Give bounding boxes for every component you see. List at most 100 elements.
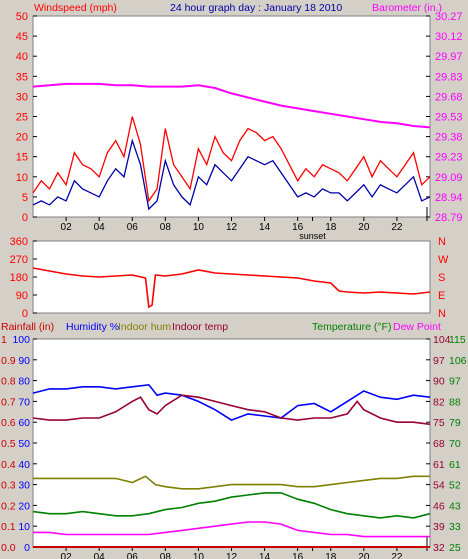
temp-plot-area bbox=[32, 338, 431, 548]
barometer-line bbox=[32, 82, 431, 129]
rainfall-tick-label: 1 bbox=[1, 334, 7, 346]
wind-speed-line bbox=[32, 138, 431, 211]
windspeed-tick-label: 15 bbox=[16, 152, 28, 164]
temp-scale-b-tick-label: 61 bbox=[449, 459, 461, 471]
humidity-tick-label: 80 bbox=[18, 376, 30, 388]
temp-scale-b-tick-label: 115 bbox=[449, 334, 466, 346]
wind-x-tick-label: 06 bbox=[127, 222, 139, 233]
wind-x-tick-label: 12 bbox=[226, 222, 238, 233]
windspeed-tick-label: 50 bbox=[16, 11, 28, 23]
temp-x-tick-label: 12 bbox=[226, 552, 238, 559]
temp-scale-b-tick-label: 79 bbox=[449, 417, 461, 429]
indoor-hum-line bbox=[33, 475, 430, 490]
barometer-tick-label: 28.94 bbox=[435, 192, 463, 204]
temp-scale-a-tick-label: 61 bbox=[433, 459, 445, 471]
rainfall-tick-label: 0.1 bbox=[1, 521, 16, 533]
compass-tick-label: N bbox=[438, 308, 446, 320]
temp-scale-a-tick-label: 97 bbox=[433, 355, 445, 367]
rainfall-tick-label: 0.6 bbox=[1, 417, 16, 429]
barometer-tick-label: 29.23 bbox=[435, 152, 463, 164]
temp-x-tick-label: 06 bbox=[127, 552, 139, 559]
humidity-tick-label: 30 bbox=[18, 480, 30, 492]
temp-x-tick-label: 10 bbox=[193, 552, 205, 559]
barometer-tick-label: 29.53 bbox=[435, 112, 463, 124]
windspeed-tick-label: 35 bbox=[16, 71, 28, 83]
wind-x-tick-label: 16 bbox=[292, 222, 304, 233]
temp-scale-b-tick-label: 25 bbox=[449, 542, 461, 554]
temp-scale-b-tick-label: 106 bbox=[449, 355, 467, 367]
rainfall-axis-label: Rainfall (in) bbox=[1, 321, 54, 333]
temp-x-tick-label: 20 bbox=[358, 552, 370, 559]
temp-x-tick-label: 02 bbox=[61, 552, 73, 559]
barometer-tick-label: 30.27 bbox=[435, 11, 463, 23]
barometer-tick-label: 28.79 bbox=[435, 212, 463, 224]
windspeed-tick-label: 40 bbox=[16, 51, 28, 63]
windspeed-tick-label: 20 bbox=[16, 132, 28, 144]
compass-tick-label: W bbox=[438, 254, 449, 266]
temp-x-tick-label: 04 bbox=[94, 552, 106, 559]
wind-x-tick-label: 14 bbox=[259, 222, 271, 233]
temp-scale-a-tick-label: 54 bbox=[433, 480, 445, 492]
barometer-tick-label: 29.68 bbox=[435, 91, 463, 103]
temp-scale-b-tick-label: 88 bbox=[449, 396, 461, 408]
rainfall-tick-label: 0.4 bbox=[1, 459, 16, 471]
temp-scale-a-tick-label: 68 bbox=[433, 438, 445, 450]
direction-tick-label: 360 bbox=[10, 236, 28, 248]
temp-scale-b-tick-label: 43 bbox=[449, 500, 461, 512]
rainfall-tick-label: 0.0 bbox=[1, 542, 16, 554]
wind-x-tick-label: 18 bbox=[325, 222, 337, 233]
windspeed-tick-label: 25 bbox=[16, 112, 28, 124]
humidity-tick-label: 10 bbox=[18, 521, 30, 533]
windspeed-tick-label: 10 bbox=[16, 172, 28, 184]
humidity-tick-label: 0 bbox=[24, 542, 30, 554]
humidity-line bbox=[32, 383, 431, 421]
humidity-tick-label: 20 bbox=[18, 500, 30, 512]
wind-x-tick-label: 04 bbox=[94, 222, 106, 233]
indoor-hum-label: Indoor hum bbox=[118, 321, 171, 333]
barometer-tick-label: 29.38 bbox=[435, 132, 463, 144]
temp-scale-a-tick-label: 39 bbox=[433, 521, 445, 533]
wind-sunset-label: sunset bbox=[299, 231, 326, 241]
temp-scale-a-tick-label: 82 bbox=[433, 396, 445, 408]
compass-tick-label: E bbox=[438, 290, 445, 302]
temp-x-tick-label: 18 bbox=[325, 552, 337, 559]
temp-scale-a-tick-label: 90 bbox=[433, 376, 445, 388]
windspeed-tick-label: 5 bbox=[22, 192, 28, 204]
rainfall-tick-label: 0.2 bbox=[1, 500, 16, 512]
windspeed-tick-label: 45 bbox=[16, 31, 28, 43]
wind-direction-line bbox=[32, 267, 431, 309]
wind-x-tick-label: 20 bbox=[358, 222, 370, 233]
temp-x-tick-label: 22 bbox=[391, 552, 403, 559]
barometer-tick-label: 29.97 bbox=[435, 51, 463, 63]
direction-tick-label: 180 bbox=[10, 272, 28, 284]
temp-x-tick-label: 14 bbox=[259, 552, 271, 559]
windspeed-tick-label: 30 bbox=[16, 91, 28, 103]
barometer-tick-label: 29.83 bbox=[435, 71, 463, 83]
humidity-tick-label: 50 bbox=[18, 438, 30, 450]
barometer-tick-label: 30.12 bbox=[435, 31, 463, 43]
barometer-tick-label: 29.09 bbox=[435, 172, 463, 184]
temp-x-tick-label: 16 bbox=[292, 552, 304, 559]
wind-gust-line bbox=[32, 116, 431, 203]
temp-scale-a-tick-label: 75 bbox=[433, 417, 445, 429]
graph-title: 24 hour graph day : January 18 2010 bbox=[170, 2, 342, 14]
indoor-temp-line bbox=[32, 394, 431, 426]
windspeed-tick-label: 0 bbox=[22, 212, 28, 224]
rainfall-tick-label: 0.5 bbox=[1, 438, 16, 450]
humidity-axis-label: Humidity % bbox=[66, 321, 119, 333]
indoor-temp-label: Indoor temp bbox=[172, 321, 228, 333]
temperature-line bbox=[32, 492, 431, 519]
temp-scale-b-tick-label: 33 bbox=[449, 521, 461, 533]
temp-scale-a-tick-label: 32 bbox=[433, 542, 445, 554]
rainfall-tick-label: 0.3 bbox=[1, 480, 16, 492]
wind-x-tick-label: 22 bbox=[391, 222, 403, 233]
wind-x-tick-label: 10 bbox=[193, 222, 205, 233]
dewpoint-axis-label: Dew Point bbox=[393, 321, 441, 333]
dewpoint-line bbox=[33, 521, 430, 538]
temp-x-tick-label: 08 bbox=[160, 552, 172, 559]
direction-tick-label: 0 bbox=[22, 308, 28, 320]
rainfall-tick-label: 0.7 bbox=[1, 396, 16, 408]
humidity-tick-label: 60 bbox=[18, 417, 30, 429]
wind-x-tick-label: 02 bbox=[61, 222, 73, 233]
